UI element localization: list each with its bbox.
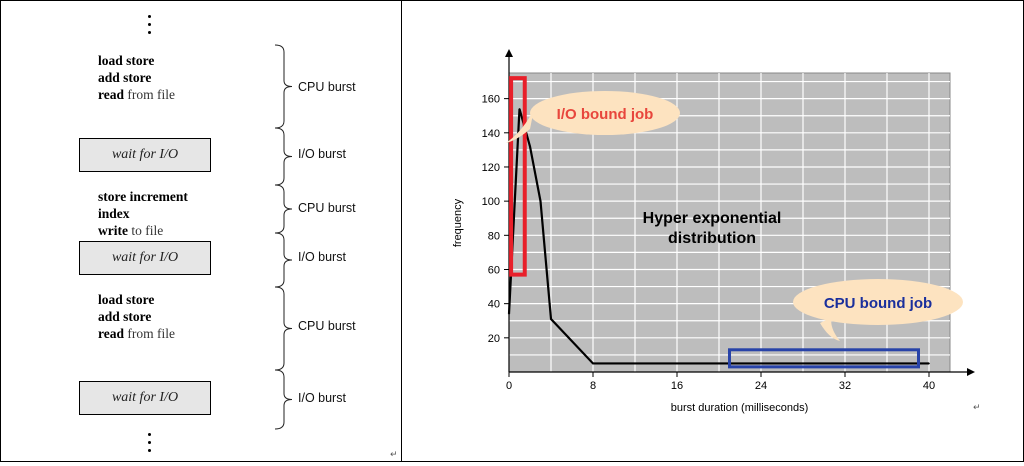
burst-braces (274, 44, 293, 430)
data-point (928, 362, 930, 365)
data-point (550, 318, 552, 320)
ellipsis-bottom (148, 433, 152, 457)
data-point (529, 145, 531, 148)
brace (274, 127, 293, 186)
brace (274, 369, 293, 430)
wait-for-io-box: wait for I/O (79, 138, 211, 172)
x-tick-label: 40 (923, 380, 935, 392)
x-tick-label: 16 (671, 380, 683, 392)
y-tick-label: 60 (488, 264, 500, 276)
burst-label: CPU burst (298, 201, 356, 215)
ellipsis-top (148, 15, 152, 39)
y-axis-label: frequency (452, 198, 464, 247)
paragraph-mark-right: ↵ (973, 403, 981, 413)
code-rest: to file (127, 223, 164, 238)
code-keyword: store increment (98, 189, 188, 204)
y-tick-label: 140 (482, 128, 500, 140)
x-tick-label: 8 (590, 380, 596, 392)
cpu-bound-highlight (728, 348, 920, 369)
y-tick-label: 80 (488, 230, 500, 242)
data-point (518, 108, 521, 110)
data-point (508, 313, 510, 315)
x-tick-label: 32 (839, 380, 851, 392)
burst-label: CPU burst (298, 319, 356, 333)
burst-label: CPU burst (298, 80, 356, 94)
x-tick-label: 24 (755, 380, 767, 392)
code-rest: from file (124, 326, 175, 341)
burst-label: I/O burst (298, 391, 346, 405)
data-point (844, 362, 846, 365)
code-line: index (98, 206, 130, 222)
code-keyword: read (98, 326, 124, 341)
data-point (760, 362, 762, 365)
code-keyword: index (98, 206, 130, 221)
y-tick-label: 20 (488, 333, 500, 345)
code-keyword: write (98, 223, 128, 238)
brace (274, 184, 293, 234)
io-bound-callout (530, 91, 680, 135)
code-line: store increment (98, 189, 188, 205)
burst-sequence-panel: load store add store read from file wait fo… (0, 0, 402, 462)
code-line: load store (98, 53, 154, 69)
wait-for-io-box: wait for I/O (79, 381, 211, 415)
burst-histogram-chart: 0 8 16 24 32 40 20 40 60 80 100 120 140 160 burst dura… (452, 49, 975, 414)
callout-tail (506, 109, 534, 143)
burst-label: I/O burst (298, 147, 346, 161)
x-axis-arrow (967, 368, 975, 376)
x-axis-label: burst duration (milliseconds) (671, 402, 809, 414)
code-keyword: load store (98, 292, 155, 307)
code-keyword: add store (98, 70, 152, 85)
code-keyword: read (98, 87, 124, 102)
burst-label: I/O burst (298, 250, 346, 264)
code-keyword: add store (98, 309, 152, 324)
data-point (676, 362, 678, 365)
code-rest: from file (124, 87, 175, 102)
cpu-bound-callout (793, 279, 963, 325)
code-line: add store (98, 70, 151, 86)
y-tick-label: 100 (482, 196, 500, 208)
distribution-annotation: distribution (668, 230, 756, 247)
code-line: load store (98, 292, 154, 308)
code-line: read from file (98, 87, 175, 103)
code-line: read from file (98, 326, 175, 342)
cpu-bound-label: CPU bound job (824, 295, 932, 312)
distribution-annotation: Hyper exponential (643, 210, 782, 227)
code-keyword: load store (98, 53, 155, 68)
y-axis-arrow (505, 49, 513, 57)
paragraph-mark: ↵ (390, 450, 398, 460)
x-tick-label: 0 (506, 380, 512, 392)
wait-for-io-box: wait for I/O (79, 241, 211, 275)
data-point (539, 200, 542, 202)
y-tick-label: 40 (488, 299, 500, 311)
brace (274, 286, 293, 371)
io-bound-label: I/O bound job (557, 106, 654, 123)
y-tick-label: 160 (482, 94, 500, 106)
y-tick-label: 120 (482, 162, 500, 174)
histogram-panel: 0 8 16 24 32 40 20 40 60 80 100 120 140 160 burst dura… (401, 0, 1024, 462)
data-point (592, 362, 594, 365)
brace (274, 44, 293, 129)
io-bound-highlight (509, 76, 527, 277)
callout-tail (820, 317, 840, 341)
code-line: write to file (98, 223, 163, 239)
code-line: add store (98, 309, 151, 325)
brace (274, 232, 293, 288)
